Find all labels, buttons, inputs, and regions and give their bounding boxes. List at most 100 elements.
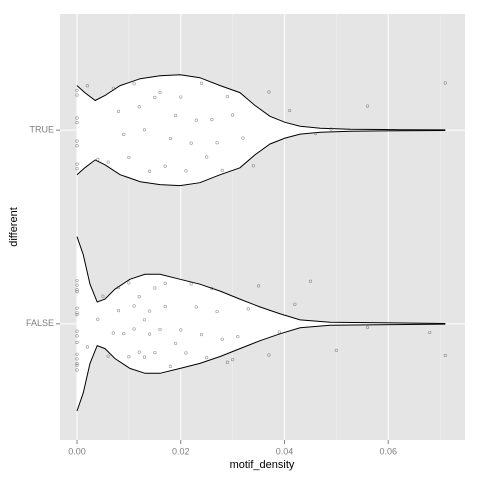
point — [210, 118, 214, 122]
point — [443, 81, 447, 85]
point — [142, 128, 147, 132]
point — [111, 86, 115, 90]
point — [101, 294, 105, 298]
point — [127, 155, 131, 160]
violin-outline — [76, 74, 446, 131]
point — [163, 304, 167, 309]
point — [267, 353, 271, 357]
point — [210, 286, 214, 291]
point — [158, 327, 162, 332]
point — [137, 105, 141, 109]
point — [75, 340, 79, 344]
point — [75, 329, 79, 333]
x-axis-label: motif_density — [230, 459, 295, 471]
point — [220, 337, 224, 341]
point — [267, 90, 271, 94]
point — [142, 355, 147, 359]
point — [184, 351, 188, 355]
point — [116, 109, 121, 113]
point — [173, 113, 178, 118]
point — [127, 281, 131, 285]
violin-fill — [77, 236, 446, 324]
point — [75, 352, 79, 356]
point — [220, 168, 224, 172]
point — [288, 108, 292, 113]
point — [215, 309, 219, 314]
point — [137, 350, 141, 354]
point — [329, 127, 333, 131]
point — [132, 327, 136, 331]
point — [225, 360, 230, 364]
point — [334, 348, 338, 353]
point — [75, 278, 79, 283]
point — [189, 141, 193, 145]
point — [194, 118, 198, 122]
point — [241, 136, 245, 140]
y-tick-label: TRUE — [30, 125, 55, 135]
point — [236, 334, 240, 339]
point — [256, 284, 261, 288]
x-tick-label: 0.06 — [379, 446, 397, 456]
point — [163, 164, 167, 168]
point — [142, 318, 147, 322]
point — [215, 141, 219, 145]
violin-fill — [77, 130, 446, 186]
point — [75, 290, 79, 294]
point — [116, 285, 121, 290]
point — [75, 93, 79, 97]
point — [96, 157, 100, 162]
point — [179, 95, 183, 99]
point — [111, 331, 115, 335]
point — [85, 345, 89, 349]
point — [168, 136, 172, 141]
violin-outline — [76, 130, 446, 187]
point — [106, 354, 110, 358]
violin-outline — [76, 323, 446, 412]
point — [365, 104, 370, 108]
point — [443, 353, 447, 358]
point — [184, 169, 188, 173]
point — [106, 160, 110, 164]
point — [127, 355, 131, 359]
point — [199, 332, 204, 337]
point — [205, 155, 209, 159]
point — [246, 307, 250, 311]
point — [199, 81, 204, 85]
point — [153, 286, 157, 290]
y-axis-label: different — [8, 207, 20, 247]
point — [75, 357, 79, 361]
point — [179, 328, 183, 332]
point — [153, 95, 157, 100]
point — [189, 282, 193, 286]
point — [132, 304, 136, 308]
point — [75, 288, 79, 292]
x-tick-label: 0.04 — [276, 446, 294, 456]
point — [148, 332, 152, 336]
x-tick-label: 0.02 — [172, 446, 190, 456]
point — [75, 363, 79, 367]
point — [75, 361, 79, 366]
point — [173, 341, 178, 345]
point — [75, 313, 79, 317]
point — [116, 308, 121, 313]
point — [85, 84, 89, 88]
point — [122, 332, 126, 336]
point — [148, 309, 152, 313]
point — [75, 116, 79, 120]
x-tick-label: 0.00 — [68, 446, 86, 456]
point — [153, 350, 157, 355]
violin-outline — [76, 236, 446, 324]
point — [308, 279, 313, 283]
point — [137, 295, 141, 299]
point — [194, 305, 198, 309]
point — [75, 121, 79, 125]
point — [75, 144, 79, 148]
point — [75, 283, 79, 287]
y-tick-label: FALSE — [26, 318, 54, 328]
point — [148, 169, 152, 173]
violin-fill — [77, 74, 446, 131]
point — [132, 82, 136, 86]
point — [96, 317, 100, 321]
point — [75, 334, 79, 338]
